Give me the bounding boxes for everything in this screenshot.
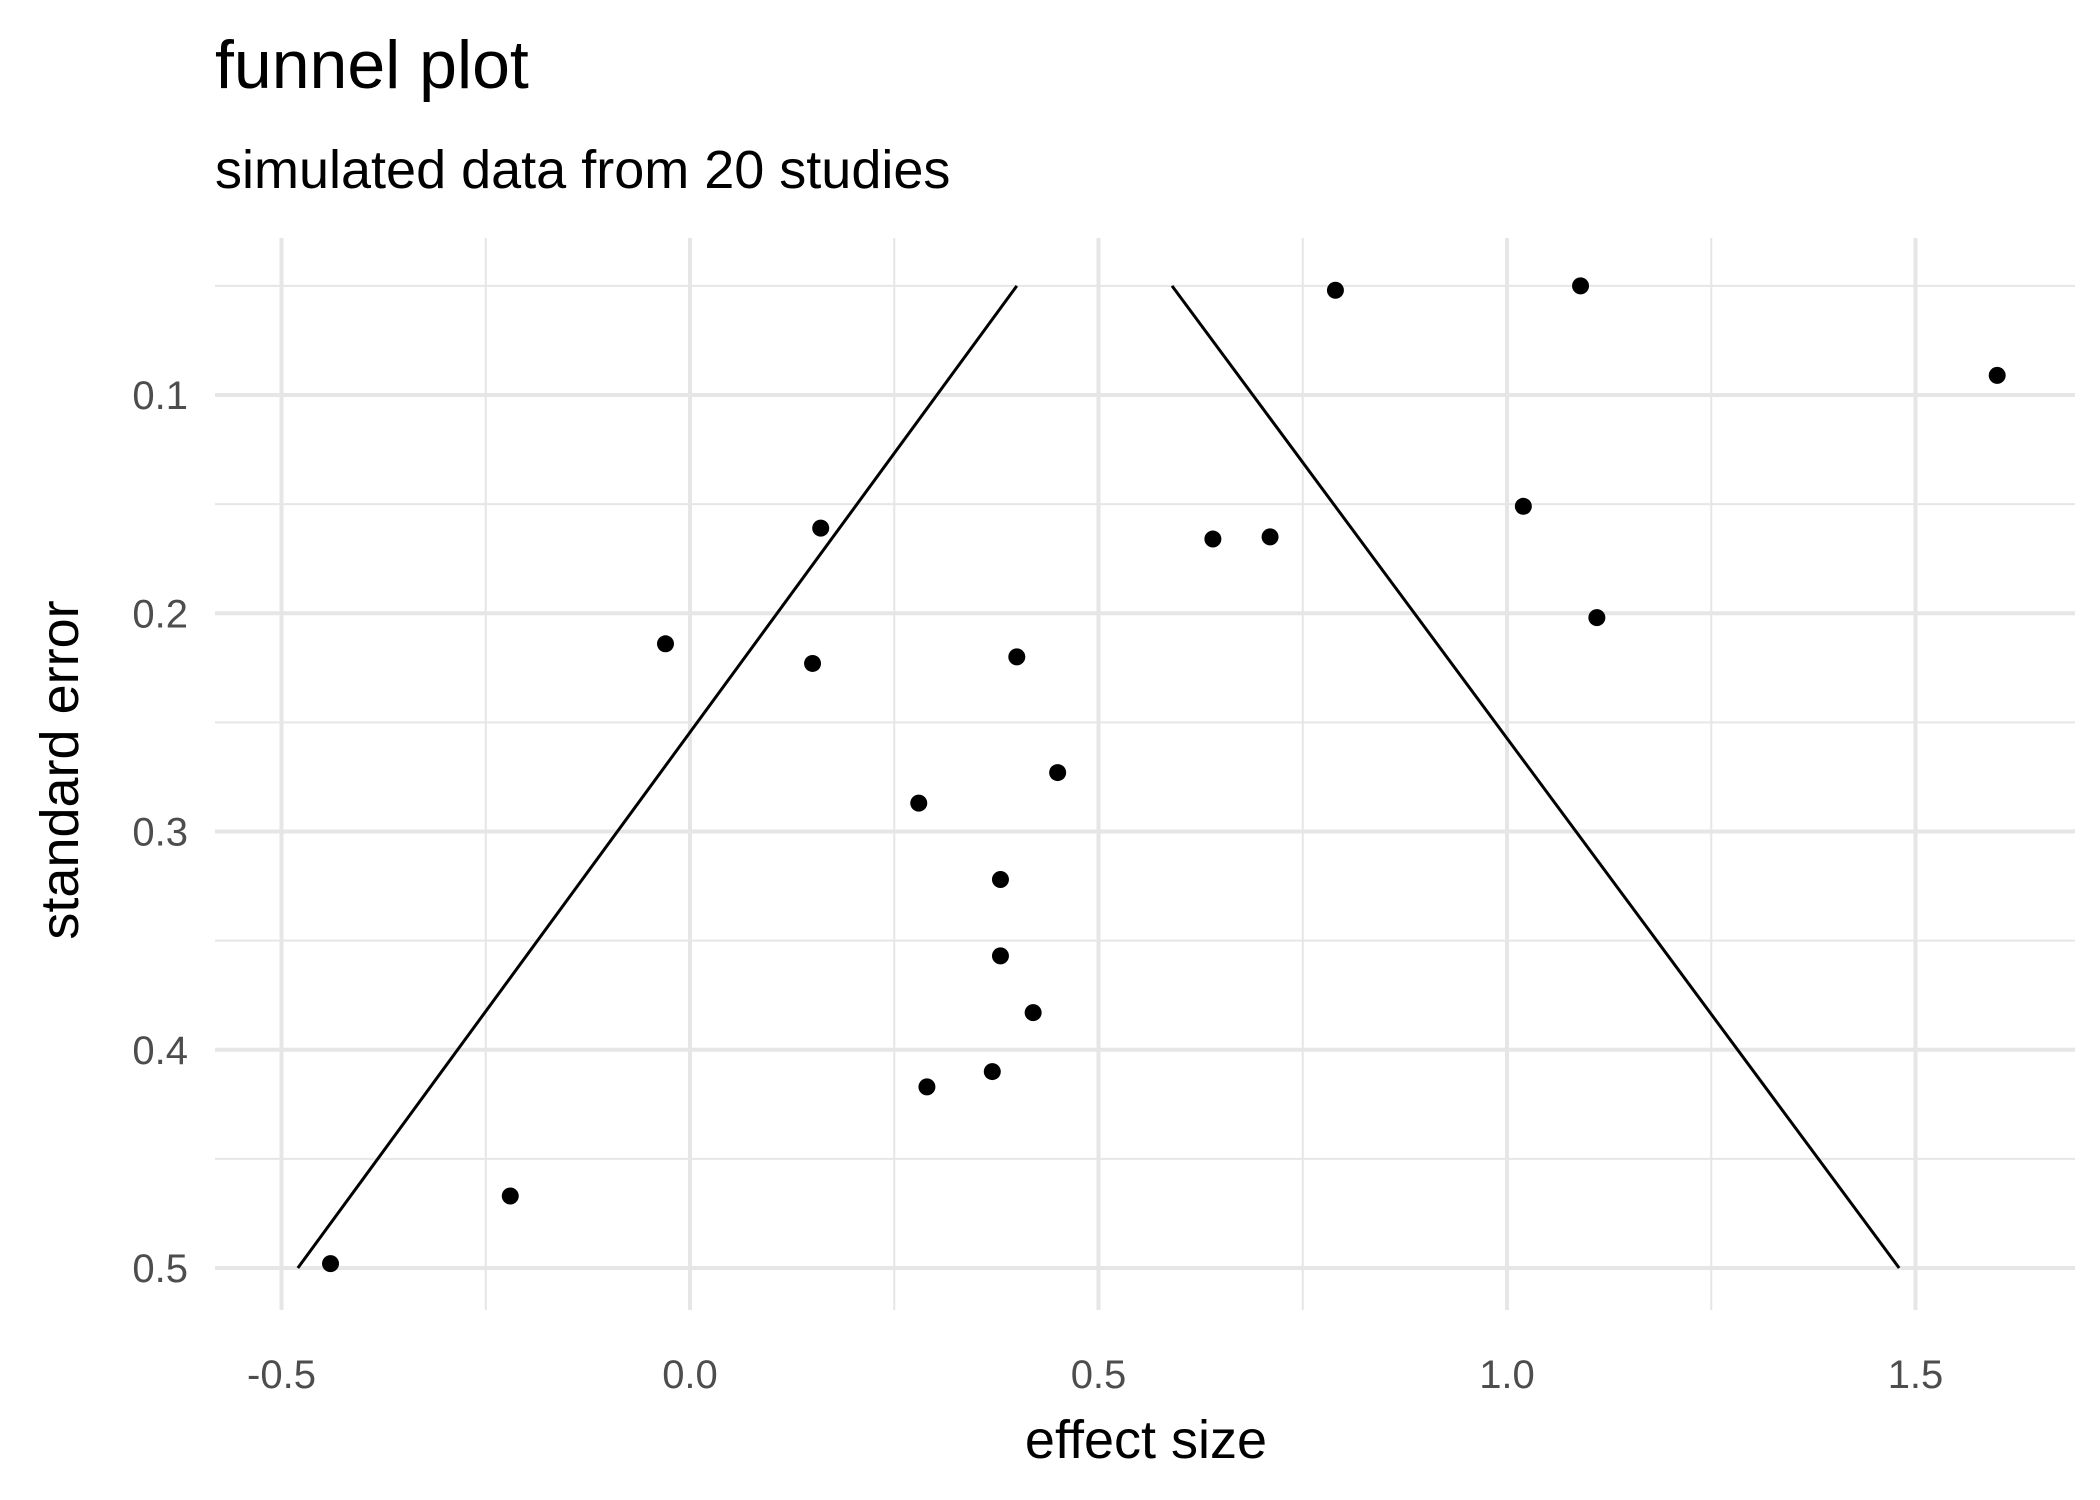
y-tick-label: 0.3 [132, 811, 188, 855]
data-point [656, 635, 674, 653]
data-point [501, 1187, 519, 1205]
y-tick-label: 0.1 [132, 374, 188, 418]
y-tick-label: 0.2 [132, 592, 188, 636]
x-tick-label: 0.5 [1071, 1353, 1127, 1397]
minor-gridlines [215, 238, 2075, 1310]
x-tick-label: 0.0 [662, 1353, 718, 1397]
data-point [983, 1063, 1001, 1081]
data-points [322, 277, 2006, 1273]
data-point [322, 1255, 340, 1273]
data-point [1514, 497, 1532, 515]
data-point [1326, 281, 1344, 299]
y-tick-label: 0.4 [132, 1029, 188, 1073]
y-axis-tick-labels: 0.1 0.2 0.3 0.4 0.5 [132, 374, 188, 1291]
x-tick-label: 1.0 [1479, 1353, 1535, 1397]
data-point [1261, 528, 1279, 546]
x-axis-tick-labels: -0.5 0.0 0.5 1.0 1.5 [247, 1353, 1943, 1397]
data-point [991, 871, 1009, 889]
x-axis-title: effect size [1025, 1410, 1267, 1470]
data-point [1049, 764, 1067, 782]
x-tick-label: 1.5 [1888, 1353, 1944, 1397]
data-point [1204, 530, 1222, 548]
x-tick-label: -0.5 [247, 1353, 316, 1397]
y-axis-title: standard error [30, 600, 90, 939]
funnel-line-right [1170, 284, 1901, 1269]
data-point [910, 794, 928, 812]
chart-title: funnel plot [215, 27, 529, 103]
funnel-line-left [296, 284, 1019, 1269]
data-point [991, 947, 1009, 965]
data-point [812, 519, 830, 537]
data-point [1988, 366, 2006, 384]
major-gridlines [215, 238, 2075, 1310]
data-point [1572, 277, 1590, 295]
data-point [1588, 609, 1606, 627]
y-tick-label: 0.5 [132, 1247, 188, 1291]
chart-subtitle: simulated data from 20 studies [215, 140, 950, 200]
data-point [804, 654, 822, 672]
data-point [1024, 1004, 1042, 1022]
data-point [918, 1078, 936, 1096]
funnel-lines [296, 284, 1901, 1269]
data-point [1008, 648, 1026, 666]
